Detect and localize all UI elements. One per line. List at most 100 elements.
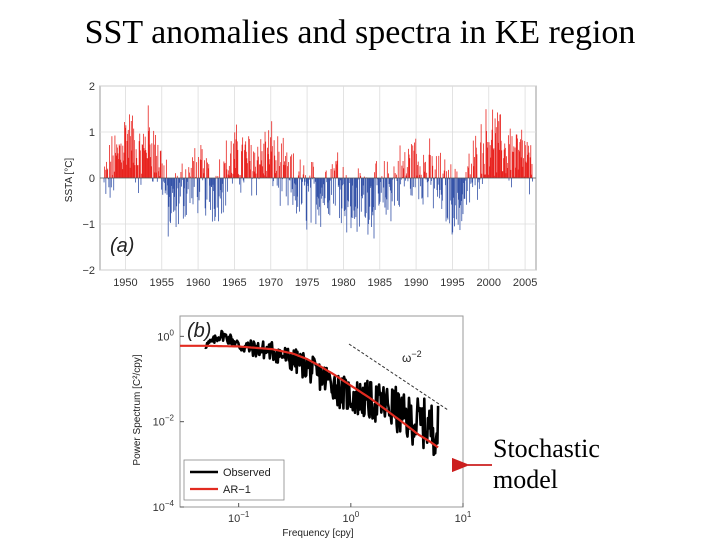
ssta-bar bbox=[281, 178, 283, 192]
ssta-bar bbox=[212, 178, 214, 185]
ssta-bar bbox=[268, 164, 270, 178]
ssta-bar bbox=[372, 178, 374, 208]
ssta-bar bbox=[389, 178, 391, 191]
ssta-bar bbox=[117, 153, 119, 178]
ssta-bar bbox=[194, 148, 196, 178]
ssta-bar bbox=[187, 178, 189, 190]
ssta-bar bbox=[459, 178, 461, 231]
panel-a-ytick-label: −1 bbox=[82, 219, 95, 231]
ssta-bar bbox=[468, 167, 469, 178]
ssta-bar bbox=[469, 178, 471, 203]
ssta-bar bbox=[250, 144, 252, 178]
ssta-bar bbox=[165, 178, 167, 191]
panel-b-xtick-label: 10−1 bbox=[228, 510, 250, 525]
ssta-bar bbox=[231, 178, 233, 184]
ssta-bar bbox=[398, 178, 400, 206]
ssta-bar bbox=[255, 173, 257, 178]
ssta-bar bbox=[222, 178, 224, 213]
ssta-bar bbox=[278, 151, 280, 178]
ssta-bar bbox=[130, 120, 132, 178]
ssta-bar bbox=[349, 178, 351, 207]
ssta-bar bbox=[311, 178, 313, 180]
ssta-bar bbox=[492, 109, 494, 178]
ssta-bar bbox=[121, 162, 122, 178]
ssta-bar bbox=[112, 155, 114, 178]
ssta-bar bbox=[296, 178, 298, 197]
ssta-bar bbox=[434, 169, 436, 178]
ssta-bar bbox=[348, 178, 350, 184]
ssta-bar bbox=[466, 178, 468, 192]
ssta-bar bbox=[207, 168, 209, 178]
ssta-bar bbox=[172, 178, 173, 193]
ssta-bar bbox=[452, 178, 454, 233]
ssta-bar bbox=[440, 178, 442, 195]
ssta-bar bbox=[208, 164, 210, 178]
ssta-bar bbox=[363, 178, 365, 195]
ssta-bar bbox=[487, 142, 489, 178]
ssta-bar bbox=[253, 171, 255, 178]
ssta-bar bbox=[503, 149, 505, 178]
ssta-bar bbox=[148, 131, 150, 178]
ssta-bar bbox=[177, 178, 179, 189]
ssta-bar bbox=[455, 178, 457, 206]
panel-b-ylabel: Power Spectrum [C²/cpy] bbox=[132, 354, 143, 465]
ssta-bar bbox=[492, 149, 494, 178]
ssta-bar bbox=[486, 147, 488, 178]
ssta-bar bbox=[241, 144, 243, 178]
ssta-bar bbox=[524, 145, 526, 178]
ssta-bar bbox=[354, 178, 356, 219]
ssta-bar bbox=[161, 178, 162, 190]
ssta-bar bbox=[276, 178, 278, 186]
ssta-bar bbox=[478, 178, 480, 189]
ssta-bar bbox=[224, 163, 225, 178]
ssta-bar bbox=[221, 178, 222, 214]
ssta-bar bbox=[439, 178, 441, 190]
ssta-bar bbox=[127, 129, 129, 178]
ssta-bar bbox=[249, 160, 251, 178]
ssta-bar bbox=[443, 170, 445, 178]
ssta-bar bbox=[162, 178, 164, 182]
ssta-bar bbox=[203, 173, 205, 178]
ssta-bar bbox=[461, 178, 463, 195]
ssta-bar bbox=[320, 178, 322, 227]
ssta-bar bbox=[235, 139, 237, 178]
ssta-bar bbox=[405, 178, 406, 181]
annotation-line-2: model bbox=[493, 465, 558, 494]
ssta-bar bbox=[254, 166, 256, 178]
ssta-bar bbox=[116, 147, 118, 178]
ssta-bar bbox=[463, 178, 465, 199]
ssta-bar bbox=[519, 142, 521, 178]
ssta-bar bbox=[376, 178, 378, 186]
ssta-bar bbox=[224, 162, 226, 178]
ssta-bar bbox=[454, 178, 455, 227]
ssta-bar bbox=[192, 178, 194, 205]
ssta-bar bbox=[190, 176, 191, 178]
ssta-bar bbox=[217, 176, 219, 178]
ssta-bar bbox=[304, 178, 306, 182]
ssta-bar bbox=[348, 178, 349, 202]
ssta-bar bbox=[314, 178, 316, 182]
ssta-bar bbox=[191, 178, 193, 199]
ssta-bar bbox=[257, 156, 259, 178]
ssta-bar bbox=[201, 149, 203, 178]
ssta-bar bbox=[520, 157, 522, 178]
ssta-bar bbox=[110, 161, 112, 178]
ssta-bar bbox=[321, 178, 323, 188]
ssta-bar bbox=[273, 178, 274, 182]
ssta-bar bbox=[178, 178, 179, 225]
ssta-bar bbox=[471, 178, 473, 183]
ssta-bar bbox=[457, 178, 458, 193]
ssta-bar bbox=[479, 178, 481, 180]
ssta-bar bbox=[341, 178, 343, 209]
ssta-bar bbox=[267, 147, 268, 178]
ssta-bar bbox=[205, 178, 207, 216]
panel-a-xtick-label: 1995 bbox=[440, 277, 464, 289]
ssta-bar bbox=[215, 175, 217, 178]
ssta-bar bbox=[500, 114, 501, 178]
ssta-bar bbox=[213, 178, 215, 209]
ssta-bar bbox=[230, 153, 231, 178]
ssta-bar bbox=[433, 178, 435, 180]
ssta-bar bbox=[505, 173, 507, 178]
ssta-bar bbox=[306, 178, 308, 230]
ssta-bar bbox=[531, 163, 533, 178]
